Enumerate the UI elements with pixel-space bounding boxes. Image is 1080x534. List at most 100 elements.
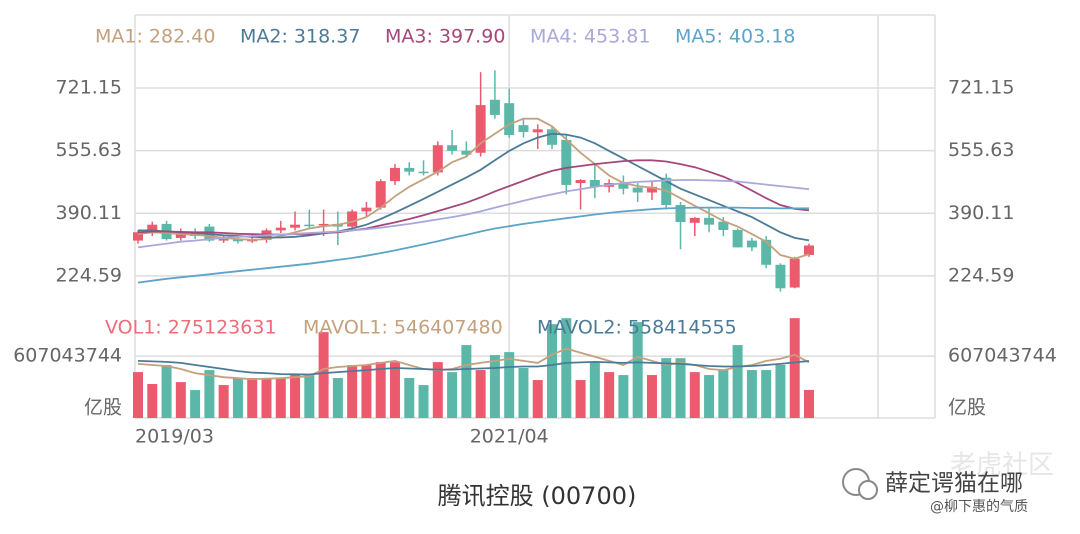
volume-bar <box>147 384 158 418</box>
ma-line <box>137 179 810 249</box>
y-tick-label: 390.11 <box>948 202 1014 224</box>
y-axis-unit: 亿股 <box>84 397 122 419</box>
volume-bar <box>389 362 400 418</box>
candle-body <box>518 125 529 132</box>
candle-body <box>389 167 400 182</box>
ma-line <box>137 206 810 284</box>
candle-body <box>547 129 558 145</box>
volume-bar <box>418 385 429 418</box>
legend-entry: MA4: 453.81 <box>530 26 650 48</box>
volume-bar <box>318 332 329 418</box>
y-axis-unit: 亿股 <box>948 397 986 419</box>
watermark-handle: @柳下惠的气质 <box>930 498 1028 515</box>
volume-bar <box>290 375 301 418</box>
legend-entry: MA5: 403.18 <box>675 26 795 48</box>
x-tick-label: 2019/03 <box>135 426 214 448</box>
y-tick-label: 390.11 <box>56 202 122 224</box>
legend-entry: MAVOL2: 558414555 <box>537 317 737 339</box>
ma-line <box>137 360 810 376</box>
y-tick-label: 224.59 <box>56 264 122 286</box>
y-tick-label: 721.15 <box>948 76 1014 98</box>
candle-body <box>704 217 715 225</box>
volume-bar <box>461 345 472 418</box>
candle-body <box>347 211 358 227</box>
volume-bar <box>746 370 757 418</box>
candle-body <box>589 180 600 187</box>
candle-body <box>789 258 800 288</box>
volume-bar <box>518 368 529 418</box>
volume-bar <box>604 372 615 418</box>
volume-bar <box>532 380 543 418</box>
legend-entry: MAVOL1: 546407480 <box>303 317 503 339</box>
volume-bar <box>261 378 272 418</box>
candle-body <box>804 245 814 255</box>
candle-body <box>290 224 301 228</box>
volume-bar <box>632 322 643 418</box>
legend-entry: MA3: 397.90 <box>385 26 505 48</box>
volume-bar <box>133 372 143 418</box>
volume-bar <box>404 378 415 418</box>
candle-body <box>489 99 500 115</box>
chart-title: 腾讯控股 (00700) <box>438 482 637 510</box>
volume-bar <box>575 380 586 418</box>
volume-bar <box>675 358 686 418</box>
volume-bar <box>661 358 672 418</box>
volume-bar <box>447 372 458 418</box>
candle-body <box>461 150 472 155</box>
volume-bar <box>804 389 814 418</box>
y-tick-label: 607043744 <box>948 345 1057 367</box>
candle-body <box>618 183 629 189</box>
volume-bar <box>704 375 715 418</box>
y-tick-label: 555.63 <box>56 139 122 161</box>
volume-bar <box>175 382 186 418</box>
candle-body <box>232 239 243 242</box>
legend-entry: MA2: 318.37 <box>240 26 360 48</box>
legend-entry: MA1: 282.40 <box>95 26 215 48</box>
ma-line <box>137 159 810 236</box>
volume-bar <box>775 364 786 418</box>
candle-body <box>561 139 572 185</box>
y-tick-label: 721.15 <box>56 76 122 98</box>
watermark-brand: 老虎社区 <box>950 451 1054 481</box>
volume-bar <box>432 362 443 418</box>
volume-bar <box>547 324 558 418</box>
candle-body <box>718 221 729 230</box>
candle-body <box>375 181 386 208</box>
candle-body <box>404 167 415 172</box>
volume-bar <box>718 370 729 418</box>
candle-body <box>432 145 443 173</box>
volume-bar <box>561 318 572 418</box>
ma-line <box>137 347 810 381</box>
candle-body <box>504 103 515 135</box>
candle-body <box>775 264 786 289</box>
frame <box>134 14 936 419</box>
candle-body <box>318 223 329 226</box>
volume-bar <box>232 378 243 418</box>
candle-body <box>646 186 657 193</box>
volume-bar <box>375 362 386 418</box>
legend-entry: VOL1: 275123631 <box>105 317 277 339</box>
y-tick-label: 555.63 <box>948 139 1014 161</box>
volume-bar <box>304 375 315 418</box>
volume-bar <box>646 375 657 418</box>
volume-bar <box>589 362 600 418</box>
volume-bar <box>475 370 486 418</box>
volume-bar <box>204 370 215 418</box>
wechat-icon <box>858 480 878 500</box>
volume-bar <box>689 372 700 418</box>
candle-body <box>632 187 643 193</box>
watermark: 老虎社区 薛定谔猫在哪 @柳下惠的气质 <box>842 451 1054 515</box>
candle-body <box>361 207 372 212</box>
volume-bar <box>190 390 201 418</box>
candle-body <box>418 171 429 174</box>
volume-bar <box>332 378 343 418</box>
candle-body <box>304 224 315 227</box>
x-tick-label: 2021/04 <box>470 426 549 448</box>
candle-body <box>575 180 586 184</box>
candle-body <box>761 239 772 265</box>
volume-bar <box>275 378 286 418</box>
volume-bar <box>489 355 500 418</box>
volume-bar <box>218 385 229 418</box>
